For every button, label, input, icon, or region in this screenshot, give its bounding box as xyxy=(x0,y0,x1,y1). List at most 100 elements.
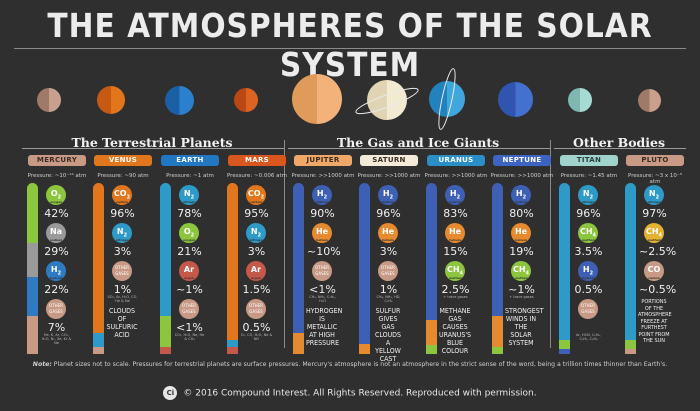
gas-subscript: 2 xyxy=(589,270,594,277)
gas-formula: CO xyxy=(113,189,127,198)
gas-subscript: 2 xyxy=(589,194,594,201)
gas-subscript: 2 xyxy=(57,270,62,277)
gas-name: methane xyxy=(648,238,663,242)
body-name-neptune: NEPTUNE xyxy=(493,155,551,166)
gas-icon: O2 oxygen xyxy=(179,223,199,243)
gas-formula: CH xyxy=(446,265,460,274)
gas-icon: H2 hydrogen xyxy=(46,261,66,281)
group-underline-terrestrial xyxy=(22,148,284,149)
mars-planet xyxy=(234,88,258,112)
composition-segment xyxy=(227,347,238,354)
gas-icon: H2 hydrogen xyxy=(578,261,598,281)
gas-name: hydrogen xyxy=(449,200,466,204)
gas-percentage: 96% xyxy=(110,207,135,220)
gas-formula: CO xyxy=(247,189,261,198)
gas-name: hydrogen xyxy=(582,276,599,280)
gas-percentage: 0.5% xyxy=(574,283,603,296)
pressure-pluto: Pressure: ~3 x 10⁻⁵ atm xyxy=(627,173,683,185)
gas-percentage: 90% xyxy=(310,207,335,220)
gas-name: OTHER GASES xyxy=(115,265,129,276)
gas-name: hydrogen xyxy=(382,200,399,204)
gas-name: nitrogen xyxy=(183,200,198,204)
body-name-mars: MARS xyxy=(228,155,286,166)
footnote-text: Planet sizes not to scale. Pressures for… xyxy=(53,361,668,368)
gas-subscript: 4 xyxy=(459,270,464,277)
body-name-titan: TITAN xyxy=(560,155,618,166)
gas-name: carbon dioxide xyxy=(250,200,263,208)
gas-name: OTHER GASES xyxy=(581,303,595,314)
group-underline-giants xyxy=(288,148,550,149)
composition-bar xyxy=(160,183,171,354)
group-title-terrestrial: The Terrestrial Planets xyxy=(71,135,233,150)
gas-percentage: 1% xyxy=(379,283,398,296)
titan-planet xyxy=(568,88,592,112)
composition-column: H2 hydrogen 83% He helium 15% CH4 methane 2.5% + … xyxy=(423,183,487,355)
composition-segment xyxy=(426,183,437,320)
gas-formula: Ar xyxy=(250,265,262,274)
gas-name: helium xyxy=(449,238,461,242)
pressure-mars: Pressure: ~0.006 atm xyxy=(226,173,288,179)
composition-bar xyxy=(359,183,370,354)
composition-bar xyxy=(293,183,304,354)
gas-percentage: <1% xyxy=(176,321,203,334)
gas-subscript: 2 xyxy=(655,194,660,201)
pressure-neptune: Pressure: >>1000 atm xyxy=(490,173,554,179)
gas-percentage: 3.5% xyxy=(574,245,603,258)
composition-segment xyxy=(227,183,238,341)
composition-column: N2 nitrogen 78% O2 oxygen 21% Ar argon ~1% OTHER … xyxy=(157,183,221,354)
gas-name: methane xyxy=(515,276,530,280)
composition-segment xyxy=(559,183,570,341)
gas-percentage: 83% xyxy=(443,207,468,220)
composition-segment xyxy=(93,347,104,354)
composition-segment xyxy=(492,316,503,348)
composition-bar xyxy=(93,183,104,354)
composition-segment xyxy=(160,347,171,354)
gas-name: argon xyxy=(251,276,261,280)
gas-subscript: 2 xyxy=(126,194,131,201)
body-name-pluto: PLUTO xyxy=(626,155,684,166)
gas-formula: N xyxy=(250,227,258,236)
body-note: STRONGEST WINDS IN THE SOLAR SYSTEM xyxy=(505,307,544,347)
composition-column: H2 hydrogen 96% He helium 3% OTHER GASES 1% CH₄,… xyxy=(356,183,420,363)
gas-percentage: <1% xyxy=(309,283,336,296)
gas-name: OTHER GASES xyxy=(315,265,329,276)
gas-subscript: 2 xyxy=(323,194,328,201)
gas-percentage: 29% xyxy=(44,245,69,258)
gas-subscript: 2 xyxy=(57,194,62,201)
composition-bar xyxy=(625,183,636,354)
body-name-mercury: MERCURY xyxy=(28,155,86,166)
gas-percentage: 2.5% xyxy=(441,283,470,296)
gas-percentage: 78% xyxy=(177,207,202,220)
gas-formula: CO xyxy=(647,265,661,274)
gas-icon: He helium xyxy=(511,223,531,243)
gas-percentage: ~1% xyxy=(508,283,535,296)
gas-percentage: ~0.5% xyxy=(639,283,677,296)
gas-name: helium xyxy=(515,238,527,242)
composition-column: O2 oxygen 42% Na sodium 29% H2 hydrogen 22% OTHER… xyxy=(24,183,88,354)
gas-name: carbon dioxide xyxy=(116,200,129,208)
gas-subscript: 2 xyxy=(260,194,265,201)
gas-formula: H xyxy=(515,189,523,198)
gas-icon: CO carbon monoxide xyxy=(644,261,665,284)
gas-subscript: 2 xyxy=(257,232,262,239)
uranus-planet xyxy=(429,81,465,117)
composition-segment xyxy=(625,340,636,349)
pressure-titan: Pressure: ~1.45 atm xyxy=(560,173,618,179)
composition-segment xyxy=(293,333,304,354)
composition-segment xyxy=(359,343,370,354)
gas-name: oxygen xyxy=(50,200,63,204)
gas-name: OTHER GASES xyxy=(381,265,395,276)
gas-subscript: 4 xyxy=(658,232,663,239)
gas-name: hydrogen xyxy=(316,200,333,204)
gas-percentage: ~10% xyxy=(307,245,341,258)
gas-icon: OTHER GASES xyxy=(378,261,398,281)
gas-percentage: 22% xyxy=(44,283,69,296)
gas-formula: H xyxy=(382,189,390,198)
neptune-planet xyxy=(498,82,533,117)
gas-percentage: 15% xyxy=(443,245,468,258)
gas-icon: OTHER GASES xyxy=(179,299,199,319)
gas-icon: CO2 carbon dioxide xyxy=(246,185,266,208)
gas-subscript: 2 xyxy=(522,194,527,201)
gas-icon: CH4 methane xyxy=(644,223,664,243)
composition-column: N2 nitrogen 96% CH4 methane 3.5% H2 hydrogen 0.5… xyxy=(556,183,620,354)
